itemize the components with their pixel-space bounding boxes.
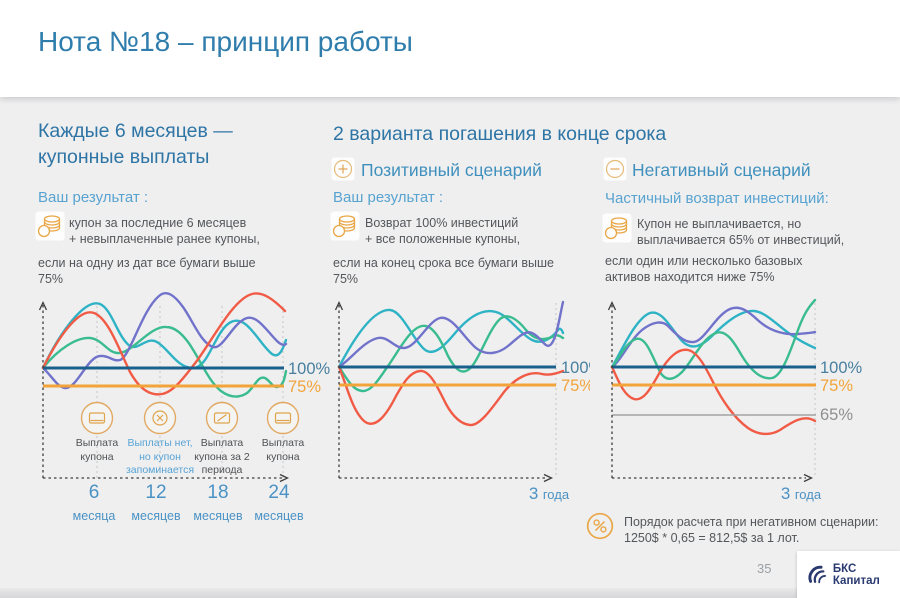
event-label: Выплата купона за 2 периода bbox=[194, 437, 250, 476]
plus-circle-icon bbox=[331, 157, 355, 181]
positive-result-text: Возврат 100% инвестиций + все положенные… bbox=[365, 216, 521, 246]
month-number: 18 bbox=[207, 482, 229, 503]
coupon-result-text: купон за последние 6 месяцев + невыплаче… bbox=[69, 216, 260, 246]
no-payment-icon bbox=[143, 401, 177, 435]
axes bbox=[334, 300, 554, 483]
month-label: 12 месяцев bbox=[131, 482, 180, 523]
month-number: 24 bbox=[268, 482, 290, 503]
page-number: 35 bbox=[757, 561, 772, 576]
level-75-label: 75% bbox=[288, 378, 321, 396]
month-label: 6 месяца bbox=[73, 482, 116, 523]
positive-scenario-title: Позитивный сценарий bbox=[361, 160, 542, 180]
negative-scenario-title: Негативный сценарий bbox=[632, 160, 811, 180]
axes bbox=[38, 300, 290, 483]
coupon-heading: Каждые 6 месяцев — купонные выплаты bbox=[38, 120, 233, 168]
axes bbox=[607, 300, 814, 483]
coins-icon bbox=[602, 213, 632, 243]
event-label: Выплаты нет, но купон запоминается bbox=[125, 437, 195, 476]
month-label: 24 месяцев bbox=[254, 482, 303, 523]
positive-condition: если на конец срока все бумаги выше 75% bbox=[333, 256, 554, 286]
level-65-label: 65% bbox=[820, 406, 853, 424]
level-100-label: 100% bbox=[561, 359, 590, 377]
footer-strip bbox=[0, 588, 900, 598]
positive-scenario-chart: 100% 75% bbox=[334, 300, 590, 483]
month-word: месяца bbox=[72, 509, 116, 523]
price-curves bbox=[337, 300, 565, 427]
coins-icon bbox=[35, 211, 65, 241]
level-100-label: 100% bbox=[820, 359, 863, 377]
month-word: месяцев bbox=[131, 509, 181, 523]
calculation-note: Порядок расчета при негативном сценарии:… bbox=[624, 515, 879, 545]
negative-result-label: Частичный возврат инвестиций: bbox=[605, 190, 829, 207]
logo-text: БКС Капитал bbox=[832, 562, 880, 587]
negative-condition: если один или несколько базовых активов … bbox=[605, 254, 803, 284]
wallet-icon bbox=[266, 401, 300, 435]
negative-result-text: Купон не выплачивается, но выплачивается… bbox=[637, 217, 845, 247]
level-100-label: 100% bbox=[288, 360, 331, 378]
wallet-x2-icon bbox=[205, 401, 239, 435]
month-word: месяцев bbox=[254, 509, 304, 523]
percent-icon bbox=[586, 512, 614, 540]
page-title: Нота №18 – принцип работы bbox=[38, 26, 413, 57]
price-curves bbox=[610, 298, 817, 436]
negative-scenario-chart: 100% 75% 65% bbox=[607, 298, 863, 483]
title-bar: Нота №18 – принцип работы bbox=[0, 0, 900, 97]
coins-icon bbox=[330, 211, 360, 241]
month-label: 18 месяцев bbox=[193, 482, 242, 523]
month-number: 6 bbox=[88, 482, 100, 503]
minus-circle-icon bbox=[603, 157, 627, 181]
event-label: Выплата купона bbox=[75, 437, 119, 463]
x-axis-label: 3 года bbox=[528, 484, 570, 503]
coupon-result-label: Ваш результат : bbox=[38, 189, 149, 206]
event-icons bbox=[80, 401, 300, 435]
coupon-condition: если на одну из дат все бумаги выше 75% bbox=[38, 256, 256, 286]
coupon-payments-chart: 100% 75% bbox=[38, 292, 331, 483]
level-75-label: 75% bbox=[820, 377, 853, 395]
event-label: Выплата купона bbox=[261, 437, 305, 463]
x-axis-label: 3 года bbox=[780, 484, 822, 503]
level-75-label: 75% bbox=[561, 377, 590, 395]
positive-result-label: Ваш результат : bbox=[333, 189, 444, 206]
month-word: месяцев bbox=[193, 509, 243, 523]
month-number: 12 bbox=[145, 482, 167, 503]
logo-card: БКС Капитал bbox=[797, 551, 900, 598]
bks-globe-icon bbox=[808, 565, 827, 583]
wallet-icon bbox=[80, 401, 114, 435]
redemption-heading: 2 варианта погашения в конце срока bbox=[333, 123, 667, 145]
price-curves bbox=[41, 292, 288, 398]
